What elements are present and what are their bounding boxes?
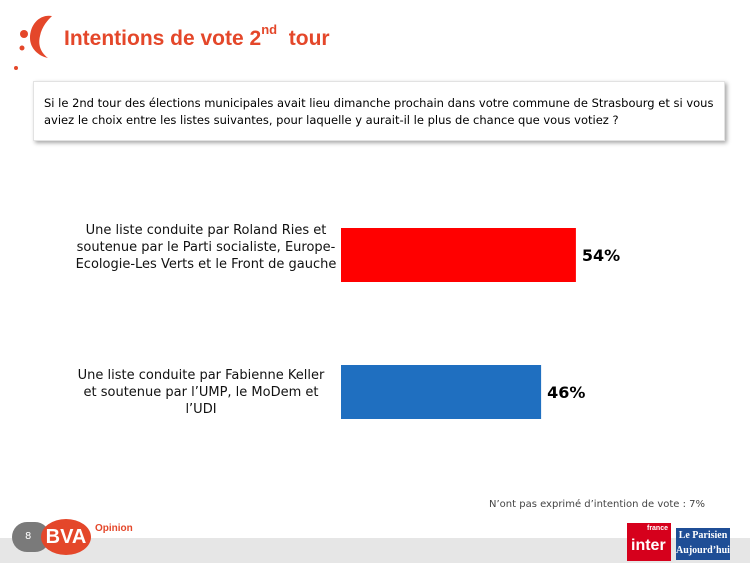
le-parisien-logo: Le Parisien Aujourd’hui xyxy=(676,528,730,560)
bar-2 xyxy=(341,365,542,419)
question-box: Si le 2nd tour des élections municipales… xyxy=(33,81,725,141)
bva-logo: BVA xyxy=(41,519,91,555)
footnote: N’ont pas exprimé d’intention de vote : … xyxy=(489,499,706,510)
title-superscript: nd xyxy=(261,22,278,37)
category-label-1: Une liste conduite par Roland Ries et so… xyxy=(75,223,337,272)
bar-1 xyxy=(341,228,576,282)
footer-bar xyxy=(0,538,750,563)
page-title: Intentions de vote 2nd tour xyxy=(64,22,330,50)
bar-value-label-2: 46% xyxy=(547,383,585,402)
bar-value-label-1: 54% xyxy=(582,246,620,265)
france-inter-logo: france inter xyxy=(627,523,671,561)
question-text: Si le 2nd tour des élections municipales… xyxy=(44,96,714,127)
bva-tagline: Opinion xyxy=(95,523,133,534)
red-dots-swoosh-icon xyxy=(14,15,52,70)
category-label-2: Une liste conduite par Fabienne Keller e… xyxy=(77,368,325,417)
